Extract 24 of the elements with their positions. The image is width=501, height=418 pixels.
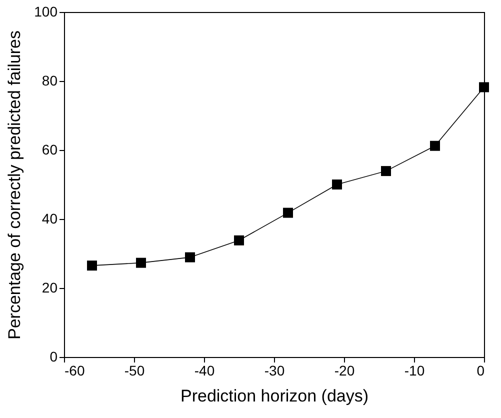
y-tick-label: 0 bbox=[50, 348, 58, 364]
x-tick-label: -50 bbox=[124, 362, 145, 378]
point bbox=[283, 208, 293, 218]
x-tick-label: -40 bbox=[194, 362, 215, 378]
point bbox=[381, 166, 391, 176]
point bbox=[136, 258, 146, 268]
y-tick-label: 20 bbox=[42, 280, 58, 296]
y-tick-label: 40 bbox=[42, 210, 58, 226]
x-axis-title: Prediction horizon (days) bbox=[180, 386, 369, 406]
x-tick-label: 0 bbox=[476, 362, 485, 378]
point bbox=[430, 140, 440, 151]
y-tick-label: 80 bbox=[42, 72, 58, 88]
x-tick-label: -20 bbox=[334, 362, 355, 378]
y-axis-title: Percentage of correctly predicted failures bbox=[5, 30, 24, 340]
point bbox=[234, 235, 244, 246]
point bbox=[185, 252, 195, 262]
y-tick-label: 100 bbox=[34, 4, 58, 20]
x-tick-label: -30 bbox=[264, 362, 285, 378]
x-tick-label: -60 bbox=[64, 362, 85, 378]
point bbox=[87, 260, 97, 271]
point bbox=[479, 82, 489, 92]
point bbox=[332, 180, 342, 190]
x-tick-label: -10 bbox=[404, 362, 425, 378]
y-tick-label: 60 bbox=[42, 142, 58, 158]
